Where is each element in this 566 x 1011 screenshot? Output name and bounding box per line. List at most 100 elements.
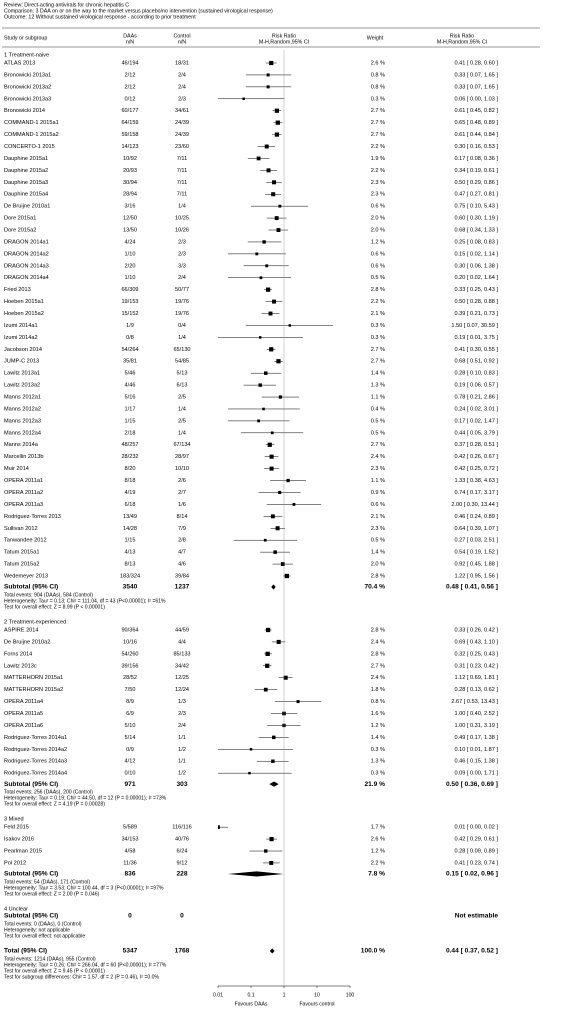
weight: 2.4 % [371,454,385,460]
study-name: Rodriguez-Torres 2014a1 [4,735,67,741]
daas-count: 28/94 [123,192,137,198]
daas-count: 59/158 [121,132,138,138]
daas-count: 4/46 [125,383,136,389]
control-count: 40/76 [175,837,189,843]
weight: 1.2 % [371,848,385,854]
daas-count: 2/18 [125,430,136,436]
control-count: 5/13 [177,371,188,377]
effect: 0.33 [ 0.07, 1.65 ] [454,84,498,90]
study-name: OPERA 2011a6 [4,723,43,729]
note: Test for overall effect: Z = 8.99 (P < 0… [4,604,105,610]
study-name: DRAGON 2014a3 [4,263,49,269]
daas-count: 4/58 [125,848,136,854]
effect: 0.33 [ 0.26, 0.42 ] [454,627,498,633]
daas-count: 0 [128,913,132,920]
effect: 0.68 [ 0.34, 1.33 ] [454,228,498,234]
tick-label: 0.1 [247,992,254,998]
study-name: OPERA 2011a4 [4,699,43,705]
weight: 2.3 % [371,526,385,532]
daas-count: 1/15 [125,538,136,544]
weight: 0.8 % [371,72,385,78]
control-count: 1/6 [178,502,186,508]
control-count: 2/3 [178,96,186,102]
col-control: Control [173,33,190,39]
control-count: 67/134 [173,442,190,448]
weight: 1.4 % [371,371,385,377]
control-count: 2/4 [178,72,186,78]
daas-count: 8/20 [125,466,136,472]
daas-count: 1/10 [125,251,136,257]
weight: 1.9 % [371,156,385,162]
control-count: 1768 [175,948,190,955]
weight-box [265,663,270,668]
effect: 0.65 [ 0.48, 0.89 ] [454,120,498,126]
effect: 0.42 [ 0.26, 0.67 ] [454,454,498,460]
effect: 0.01 [ 0.00, 0.02 ] [454,825,498,831]
control-count: 2/8 [178,538,186,544]
weight: 0.6 % [371,502,385,508]
study-name: MATTERHORN 2015a2 [4,687,63,693]
daas-count: 66/309 [121,287,138,293]
control-count: 7/11 [177,192,187,198]
daas-count: 3/16 [125,204,136,210]
study-name: Lawitz 2013a2 [4,383,40,389]
subtotal-label: Subtotal (95% CI) [4,584,58,591]
daas-count: 13/50 [123,228,137,234]
daas-count: 4/24 [125,239,136,245]
note: Total events: 54 (DAAs), 171 (Control) [4,879,90,885]
control-count: 3/3 [178,263,186,269]
note: Total events: 904 (DAAs), 584 (Control) [4,592,93,598]
study-name: Bronowicki 2013a3 [4,96,51,102]
weight-box [266,168,271,173]
effect: 0.50 [ 0.28, 0.88 ] [454,299,498,305]
study-name: Marcellin 2013b [4,454,44,460]
weight: 2.7 % [371,120,385,126]
weight: 1.3 % [371,759,385,765]
weight-box [266,73,270,77]
weight-box [270,431,274,435]
weight: 21.9 % [364,781,385,788]
weight: 2.2 % [371,168,385,174]
control-count: 1/1 [178,735,186,741]
weight-box [269,860,274,865]
note: Total events: 0 (DAAs), 0 (Control) [4,921,82,927]
daas-count: 10/92 [123,156,137,162]
study-name: Lawitz 2013a1 [4,371,40,377]
weight: 2.2 % [371,144,385,150]
control-count: 1/4 [178,406,186,412]
weight-box [283,675,288,680]
study-name: De Bruijne 2010a2 [4,639,50,645]
weight-box [265,651,270,656]
effect: 0.61 [ 0.45, 0.82 ] [454,108,498,114]
control-count: 116/116 [172,825,191,831]
study-name: Izumi 2014a2 [4,335,38,341]
control-count: 85/133 [173,651,190,657]
daas-count: 836 [124,871,135,878]
weight-box [280,562,285,566]
control-count: 1/2 [178,771,186,777]
col-weight: Weight [367,35,384,41]
note: Test for overall effect: Z = 4.19 (P = 0… [4,801,105,807]
control-count: 228 [176,871,187,878]
group-label: 3 Mixed [4,817,24,823]
effect: 1.22 [ 0.95, 1.56 ] [454,573,498,579]
subtotal-label: Subtotal (95% CI) [4,871,58,878]
study-name: Manns 2012a4 [4,430,41,436]
weight-box [248,771,251,775]
col-plot: Risk Ratio [272,33,296,39]
effect: 0.64 [ 0.39, 1.07 ] [454,526,498,532]
effect: 0.68 [ 0.51, 0.92 ] [454,359,498,365]
control-count: 4/7 [178,550,186,556]
weight-box [292,502,296,506]
weight: 0.6 % [371,263,385,269]
control-count: 2/3 [178,239,186,245]
favours-left: Favours DAAs [235,1001,268,1007]
daas-count: 8/13 [125,562,136,568]
weight: 7.8 % [368,871,385,878]
control-count: 23/60 [175,144,189,150]
control-count: 24/39 [175,132,189,138]
effect: 0.54 [ 0.19, 1.52 ] [454,550,498,556]
study-name: Dore 2015a1 [4,216,36,222]
note: Test for overall effect: Z = 2.00 (P = 0… [4,891,100,897]
effect: 0.47 [ 0.27, 0.81 ] [454,192,498,198]
